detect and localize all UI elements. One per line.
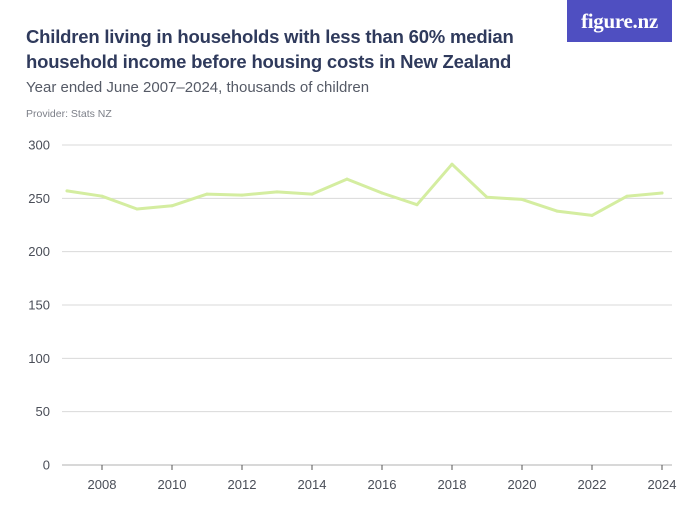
- series-group: [65, 162, 664, 217]
- x-axis-ticks: 2008 2010 2012 2014 2016 2018 2020 2022 2024: [88, 465, 677, 492]
- data-point-2024[interactable]: [660, 191, 664, 195]
- gridlines: [62, 144, 672, 466]
- data-point-2014[interactable]: [310, 192, 314, 196]
- y-tick-label: 250: [28, 191, 50, 206]
- x-tick-label: 2020: [508, 477, 537, 492]
- data-point-2008[interactable]: [100, 194, 104, 198]
- y-tick-label: 150: [28, 298, 50, 313]
- data-point-2018[interactable]: [450, 162, 454, 166]
- y-tick-label: 50: [36, 404, 50, 419]
- x-tick-label: 2010: [158, 477, 187, 492]
- data-point-2020[interactable]: [520, 197, 524, 201]
- data-point-2007[interactable]: [65, 189, 69, 193]
- x-tick-label: 2018: [438, 477, 467, 492]
- data-point-2010[interactable]: [170, 204, 174, 208]
- x-tick-label: 2024: [648, 477, 677, 492]
- chart-title: Children living in households with less …: [26, 26, 514, 72]
- data-point-2013[interactable]: [275, 190, 279, 194]
- series-line: [65, 162, 664, 217]
- x-tick-label: 2012: [228, 477, 257, 492]
- data-point-2016[interactable]: [380, 191, 384, 195]
- figure-nz-logo[interactable]: figure.nz: [567, 0, 672, 42]
- data-point-2011[interactable]: [205, 192, 209, 196]
- provider-label: Provider: Stats NZ: [26, 108, 112, 120]
- data-point-2021[interactable]: [555, 209, 559, 213]
- y-axis-ticks: 0 50 100 150 200 250 300: [28, 138, 50, 473]
- y-tick-label: 200: [28, 244, 50, 259]
- x-tick-label: 2014: [298, 477, 327, 492]
- data-point-2015[interactable]: [345, 177, 349, 181]
- x-tick-label: 2008: [88, 477, 117, 492]
- y-tick-label: 300: [28, 138, 50, 153]
- y-tick-label: 0: [43, 458, 50, 473]
- chart-subtitle: Year ended June 2007–2024, thousands of …: [26, 79, 370, 96]
- x-tick-label: 2016: [368, 477, 397, 492]
- data-point-2012[interactable]: [240, 193, 244, 197]
- x-tick-label: 2022: [578, 477, 607, 492]
- data-point-2019[interactable]: [485, 195, 489, 199]
- data-point-2023[interactable]: [625, 194, 629, 198]
- data-point-2022[interactable]: [590, 213, 594, 217]
- y-tick-label: 100: [28, 351, 50, 366]
- data-point-2017[interactable]: [415, 203, 419, 207]
- data-point-2009[interactable]: [135, 207, 139, 211]
